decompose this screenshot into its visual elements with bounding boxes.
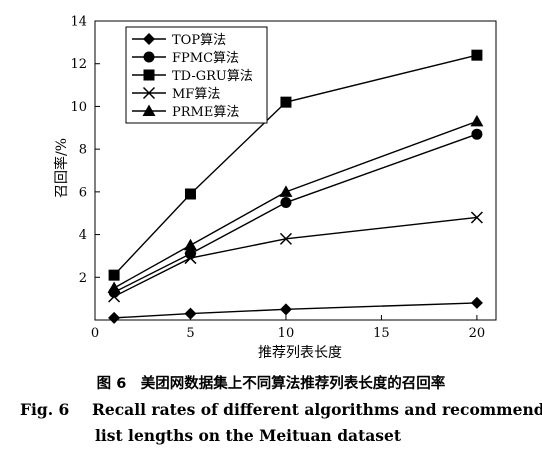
figure-number: Fig. 6 xyxy=(20,400,70,419)
series-5 xyxy=(107,114,484,293)
cross-stroke xyxy=(142,86,156,100)
triangle-marker xyxy=(279,185,293,197)
cross-marker xyxy=(142,86,156,100)
square-marker xyxy=(184,188,196,200)
triangle-marker xyxy=(107,281,121,293)
square-marker xyxy=(280,96,292,108)
circle-marker xyxy=(143,51,155,63)
y-tick-label: 4 xyxy=(79,228,87,243)
y-tick-label: 14 xyxy=(70,15,87,30)
x-axis-label: 推荐列表长度 xyxy=(258,345,342,361)
legend-item: MF算法 xyxy=(132,86,220,102)
caption-english-text-1: Recall rates of different algorithms and… xyxy=(92,400,542,419)
figure-caption-english-line2: list lengths on the Meituan dataset xyxy=(95,426,402,445)
legend-item: TD-GRU算法 xyxy=(132,69,253,84)
figure-caption-chinese: 图 6 美团网数据集上不同算法推荐列表长度的召回率 xyxy=(96,376,446,392)
legend-label: TOP算法 xyxy=(172,33,226,48)
square-marker xyxy=(143,69,155,81)
cross-marker xyxy=(279,232,292,245)
x-tick-label: 0 xyxy=(91,326,99,341)
legend-label: TD-GRU算法 xyxy=(172,69,253,84)
triangle-marker xyxy=(470,114,484,127)
y-tick-label: 8 xyxy=(79,143,87,158)
circle-marker xyxy=(184,248,196,260)
legend-label: PRME算法 xyxy=(172,105,239,120)
triangle-marker xyxy=(183,238,197,251)
series-4 xyxy=(108,211,483,303)
circle-marker xyxy=(471,128,483,140)
x-tick-label: 5 xyxy=(186,326,194,341)
cross-stroke xyxy=(279,232,292,245)
x-tick-label: 20 xyxy=(469,326,486,341)
series-3 xyxy=(108,49,483,281)
triangle-marker xyxy=(142,104,156,116)
series-line xyxy=(114,302,477,319)
axes: 0 5 10 15 20 2 4 6 8 10 12 14 xyxy=(70,15,497,341)
series-line xyxy=(113,54,478,276)
y-axis-label: 召回率/% xyxy=(53,138,70,198)
series-layer xyxy=(107,49,484,324)
diamond-marker xyxy=(184,307,197,320)
figure-caption-english-line1: Fig. 6 Recall rates of different algorith… xyxy=(20,400,542,419)
series-line xyxy=(113,133,478,293)
cross-stroke xyxy=(470,211,483,224)
legend-item: FPMC算法 xyxy=(132,51,239,66)
series-line xyxy=(113,216,477,298)
diamond-marker xyxy=(143,33,155,45)
legend: TOP算法 FPMC算法 TD-GRU算法 MF算法 PRME算法 xyxy=(125,26,268,124)
recall-line-chart: 0 5 10 15 20 2 4 6 8 10 12 14 TOP算法 FPMC算法 TD-GRU算法 MF… xyxy=(53,15,497,361)
series-2 xyxy=(108,128,483,298)
diamond-marker xyxy=(279,303,292,316)
diamond-marker xyxy=(470,296,483,309)
cross-marker xyxy=(470,211,483,224)
circle-marker xyxy=(280,197,292,209)
x-tick-label: 10 xyxy=(278,326,295,341)
y-tick-label: 2 xyxy=(79,271,87,286)
cross-marker xyxy=(184,252,197,265)
square-marker xyxy=(471,49,483,61)
x-tick-label: 15 xyxy=(373,326,390,341)
series-1 xyxy=(108,296,483,324)
legend-label: MF算法 xyxy=(172,87,220,102)
diamond-marker xyxy=(108,311,121,324)
y-tick-label: 10 xyxy=(70,100,87,115)
series-line xyxy=(113,120,478,289)
legend-label: FPMC算法 xyxy=(172,51,239,66)
cross-stroke xyxy=(184,252,197,265)
plot-frame xyxy=(94,20,497,321)
square-marker xyxy=(108,269,120,281)
legend-item: TOP算法 xyxy=(132,33,226,48)
legend-item: PRME算法 xyxy=(132,104,239,120)
y-tick-label: 6 xyxy=(79,185,87,200)
y-tick-label: 12 xyxy=(70,57,87,72)
